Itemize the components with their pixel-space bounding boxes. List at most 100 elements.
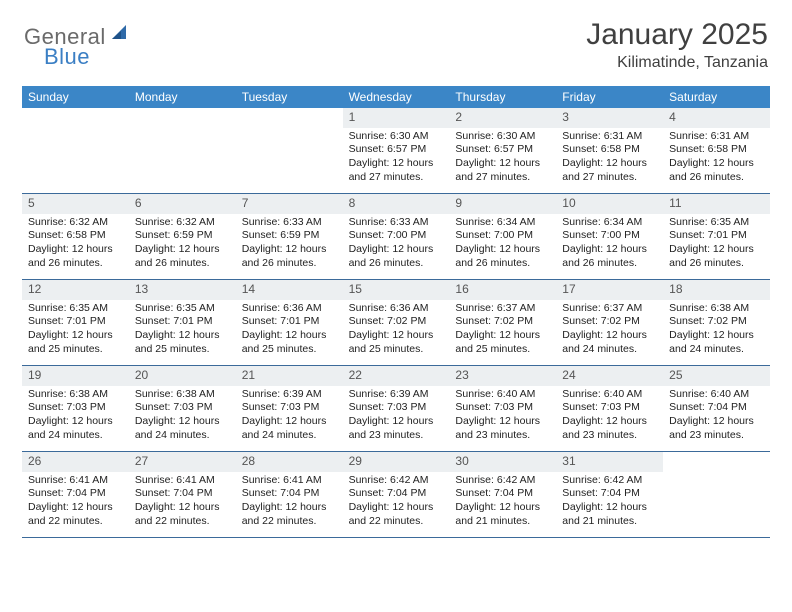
day-detail: Sunrise: 6:41 AMSunset: 7:04 PMDaylight:…: [236, 474, 343, 533]
day-detail: Sunrise: 6:38 AMSunset: 7:02 PMDaylight:…: [663, 302, 770, 361]
day-line: Sunrise: 6:31 AM: [669, 130, 764, 144]
day-line: Sunrise: 6:39 AM: [349, 388, 444, 402]
day-number: 22: [343, 366, 450, 386]
day-cell: 17Sunrise: 6:37 AMSunset: 7:02 PMDayligh…: [556, 280, 663, 365]
logo-sail-icon: [110, 23, 132, 46]
day-line: Daylight: 12 hours: [242, 415, 337, 429]
title-block: January 2025 Kilimatinde, Tanzania: [586, 18, 768, 72]
day-line: Sunrise: 6:39 AM: [242, 388, 337, 402]
day-line: and 26 minutes.: [349, 257, 444, 271]
day-line: Daylight: 12 hours: [349, 243, 444, 257]
day-line: Sunrise: 6:42 AM: [562, 474, 657, 488]
day-line: Daylight: 12 hours: [242, 501, 337, 515]
day-line: and 23 minutes.: [669, 429, 764, 443]
day-line: Sunset: 6:58 PM: [28, 229, 123, 243]
day-line: Sunrise: 6:40 AM: [562, 388, 657, 402]
day-detail: Sunrise: 6:34 AMSunset: 7:00 PMDaylight:…: [449, 216, 556, 275]
day-detail: Sunrise: 6:35 AMSunset: 7:01 PMDaylight:…: [129, 302, 236, 361]
day-line: Sunrise: 6:33 AM: [242, 216, 337, 230]
day-line: Sunset: 7:04 PM: [562, 487, 657, 501]
day-cell: .: [129, 108, 236, 193]
day-detail: Sunrise: 6:38 AMSunset: 7:03 PMDaylight:…: [22, 388, 129, 447]
day-line: Sunrise: 6:36 AM: [349, 302, 444, 316]
day-line: Sunset: 7:04 PM: [135, 487, 230, 501]
day-line: Daylight: 12 hours: [669, 243, 764, 257]
day-cell: 27Sunrise: 6:41 AMSunset: 7:04 PMDayligh…: [129, 452, 236, 537]
day-number: 10: [556, 194, 663, 214]
weekday-header: Saturday: [663, 86, 770, 108]
day-line: Sunset: 7:04 PM: [455, 487, 550, 501]
day-cell: 9Sunrise: 6:34 AMSunset: 7:00 PMDaylight…: [449, 194, 556, 279]
day-cell: 18Sunrise: 6:38 AMSunset: 7:02 PMDayligh…: [663, 280, 770, 365]
day-cell: 13Sunrise: 6:35 AMSunset: 7:01 PMDayligh…: [129, 280, 236, 365]
day-cell: 30Sunrise: 6:42 AMSunset: 7:04 PMDayligh…: [449, 452, 556, 537]
weekday-header: Wednesday: [343, 86, 450, 108]
day-line: and 24 minutes.: [135, 429, 230, 443]
day-line: Sunrise: 6:33 AM: [349, 216, 444, 230]
day-line: and 26 minutes.: [455, 257, 550, 271]
day-line: Daylight: 12 hours: [349, 329, 444, 343]
day-line: and 26 minutes.: [135, 257, 230, 271]
day-number: 27: [129, 452, 236, 472]
day-line: Daylight: 12 hours: [135, 243, 230, 257]
day-line: and 26 minutes.: [669, 171, 764, 185]
day-number: 9: [449, 194, 556, 214]
day-cell: 28Sunrise: 6:41 AMSunset: 7:04 PMDayligh…: [236, 452, 343, 537]
day-line: and 26 minutes.: [669, 257, 764, 271]
day-cell: 1Sunrise: 6:30 AMSunset: 6:57 PMDaylight…: [343, 108, 450, 193]
day-cell: 7Sunrise: 6:33 AMSunset: 6:59 PMDaylight…: [236, 194, 343, 279]
day-line: Sunset: 7:00 PM: [455, 229, 550, 243]
day-line: Daylight: 12 hours: [562, 415, 657, 429]
day-number: 13: [129, 280, 236, 300]
day-line: Daylight: 12 hours: [349, 501, 444, 515]
day-cell: 15Sunrise: 6:36 AMSunset: 7:02 PMDayligh…: [343, 280, 450, 365]
day-line: Daylight: 12 hours: [455, 243, 550, 257]
day-line: Sunrise: 6:35 AM: [669, 216, 764, 230]
day-number: 18: [663, 280, 770, 300]
day-line: Daylight: 12 hours: [455, 329, 550, 343]
day-line: Sunset: 7:03 PM: [242, 401, 337, 415]
day-number: 14: [236, 280, 343, 300]
day-number: 21: [236, 366, 343, 386]
day-line: Sunrise: 6:31 AM: [562, 130, 657, 144]
day-detail: Sunrise: 6:31 AMSunset: 6:58 PMDaylight:…: [663, 130, 770, 189]
day-line: Sunrise: 6:32 AM: [28, 216, 123, 230]
day-line: Sunset: 7:03 PM: [28, 401, 123, 415]
day-line: and 24 minutes.: [562, 343, 657, 357]
day-cell: 4Sunrise: 6:31 AMSunset: 6:58 PMDaylight…: [663, 108, 770, 193]
day-line: Sunset: 7:01 PM: [28, 315, 123, 329]
day-cell: 8Sunrise: 6:33 AMSunset: 7:00 PMDaylight…: [343, 194, 450, 279]
day-line: Sunrise: 6:37 AM: [455, 302, 550, 316]
day-line: Sunrise: 6:41 AM: [242, 474, 337, 488]
day-cell: 10Sunrise: 6:34 AMSunset: 7:00 PMDayligh…: [556, 194, 663, 279]
day-line: Sunrise: 6:38 AM: [669, 302, 764, 316]
header: General January 2025 Kilimatinde, Tanzan…: [0, 0, 792, 80]
day-number: 17: [556, 280, 663, 300]
weekday-header: Sunday: [22, 86, 129, 108]
weekday-header: Monday: [129, 86, 236, 108]
weeks-container: ...1Sunrise: 6:30 AMSunset: 6:57 PMDayli…: [22, 108, 770, 538]
day-detail: Sunrise: 6:30 AMSunset: 6:57 PMDaylight:…: [343, 130, 450, 189]
day-detail: Sunrise: 6:40 AMSunset: 7:03 PMDaylight:…: [449, 388, 556, 447]
day-number: 23: [449, 366, 556, 386]
day-cell: 19Sunrise: 6:38 AMSunset: 7:03 PMDayligh…: [22, 366, 129, 451]
day-line: Sunset: 6:59 PM: [135, 229, 230, 243]
day-number: 6: [129, 194, 236, 214]
day-line: Sunset: 7:02 PM: [455, 315, 550, 329]
day-cell: 12Sunrise: 6:35 AMSunset: 7:01 PMDayligh…: [22, 280, 129, 365]
day-detail: Sunrise: 6:39 AMSunset: 7:03 PMDaylight:…: [343, 388, 450, 447]
day-line: Sunset: 7:03 PM: [349, 401, 444, 415]
day-line: Daylight: 12 hours: [455, 157, 550, 171]
day-line: Daylight: 12 hours: [562, 329, 657, 343]
day-line: Daylight: 12 hours: [135, 329, 230, 343]
weekday-header: Friday: [556, 86, 663, 108]
day-number: 1: [343, 108, 450, 128]
day-number: 3: [556, 108, 663, 128]
day-line: Daylight: 12 hours: [669, 157, 764, 171]
day-line: Sunset: 7:02 PM: [349, 315, 444, 329]
day-cell: 22Sunrise: 6:39 AMSunset: 7:03 PMDayligh…: [343, 366, 450, 451]
day-line: Sunrise: 6:34 AM: [562, 216, 657, 230]
day-detail: Sunrise: 6:33 AMSunset: 7:00 PMDaylight:…: [343, 216, 450, 275]
day-line: and 27 minutes.: [455, 171, 550, 185]
day-detail: Sunrise: 6:31 AMSunset: 6:58 PMDaylight:…: [556, 130, 663, 189]
